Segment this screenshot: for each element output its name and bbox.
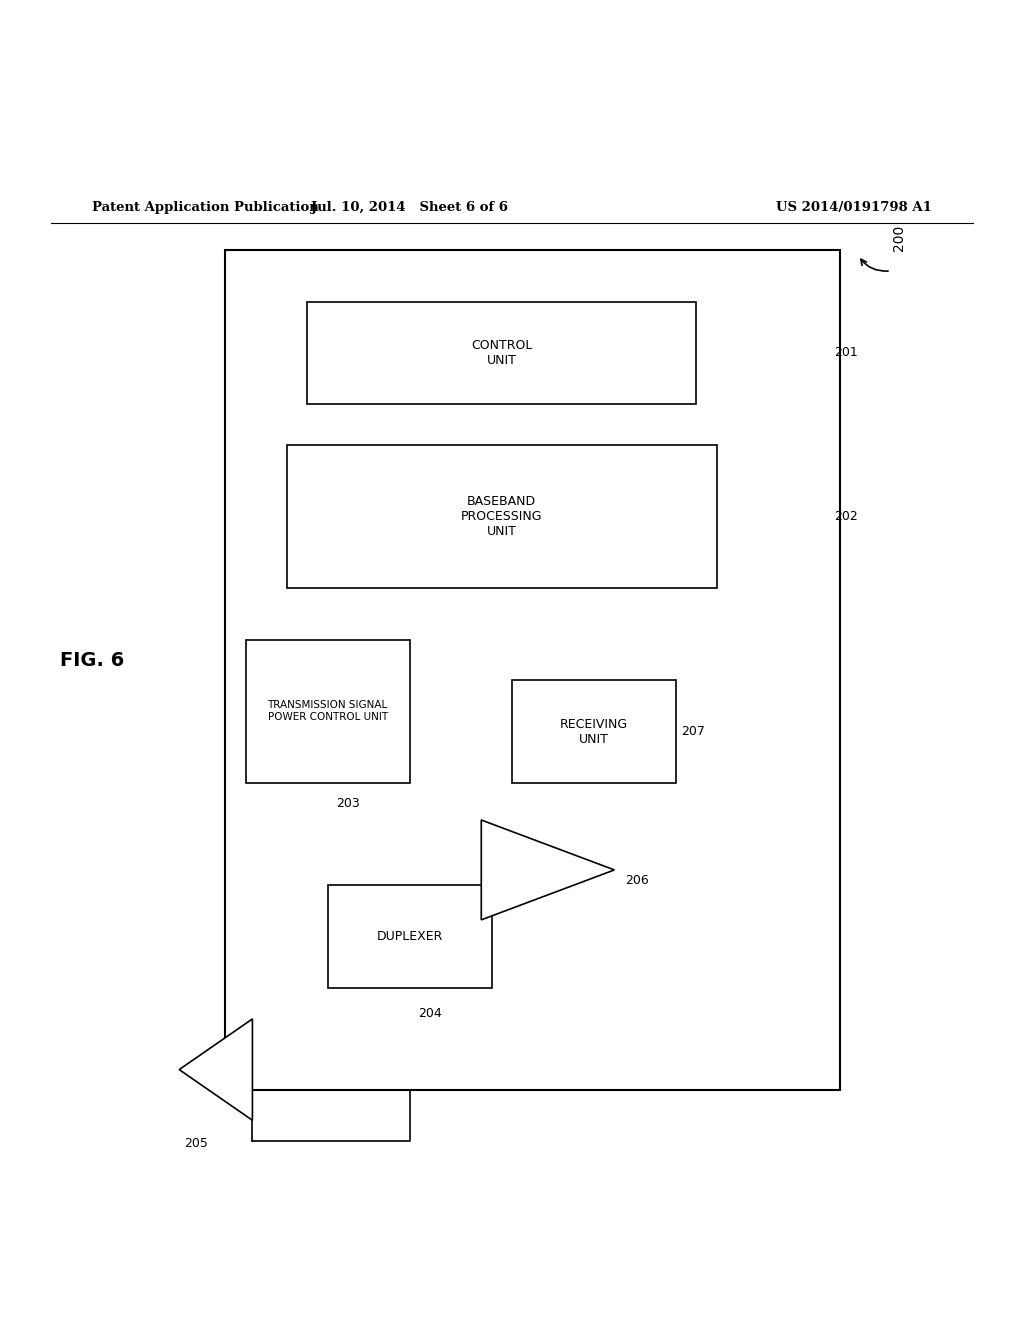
Text: 201: 201 bbox=[835, 346, 858, 359]
Text: Patent Application Publication: Patent Application Publication bbox=[92, 201, 318, 214]
Text: US 2014/0191798 A1: US 2014/0191798 A1 bbox=[776, 201, 932, 214]
Text: CONTROL
UNIT: CONTROL UNIT bbox=[471, 339, 532, 367]
Text: 207: 207 bbox=[681, 725, 705, 738]
Bar bbox=[307, 301, 696, 404]
Text: 204: 204 bbox=[418, 1007, 442, 1020]
Text: BASEBAND
PROCESSING
UNIT: BASEBAND PROCESSING UNIT bbox=[461, 495, 543, 539]
Text: 200: 200 bbox=[892, 224, 906, 251]
Bar bbox=[225, 251, 840, 1090]
Text: 206: 206 bbox=[625, 874, 648, 887]
Bar bbox=[512, 681, 676, 783]
Text: RECEIVING
UNIT: RECEIVING UNIT bbox=[560, 718, 628, 746]
Text: DUPLEXER: DUPLEXER bbox=[377, 931, 442, 942]
Text: FIG. 6: FIG. 6 bbox=[60, 651, 124, 669]
Text: 202: 202 bbox=[835, 510, 858, 523]
Polygon shape bbox=[481, 820, 614, 920]
Text: 203: 203 bbox=[336, 797, 360, 810]
Bar bbox=[287, 445, 717, 589]
Text: TRANSMISSION SIGNAL
POWER CONTROL UNIT: TRANSMISSION SIGNAL POWER CONTROL UNIT bbox=[267, 701, 388, 722]
Polygon shape bbox=[179, 1019, 252, 1121]
Text: Jul. 10, 2014   Sheet 6 of 6: Jul. 10, 2014 Sheet 6 of 6 bbox=[311, 201, 508, 214]
Bar bbox=[328, 886, 492, 987]
Text: 205: 205 bbox=[184, 1138, 208, 1150]
Bar bbox=[246, 639, 410, 783]
